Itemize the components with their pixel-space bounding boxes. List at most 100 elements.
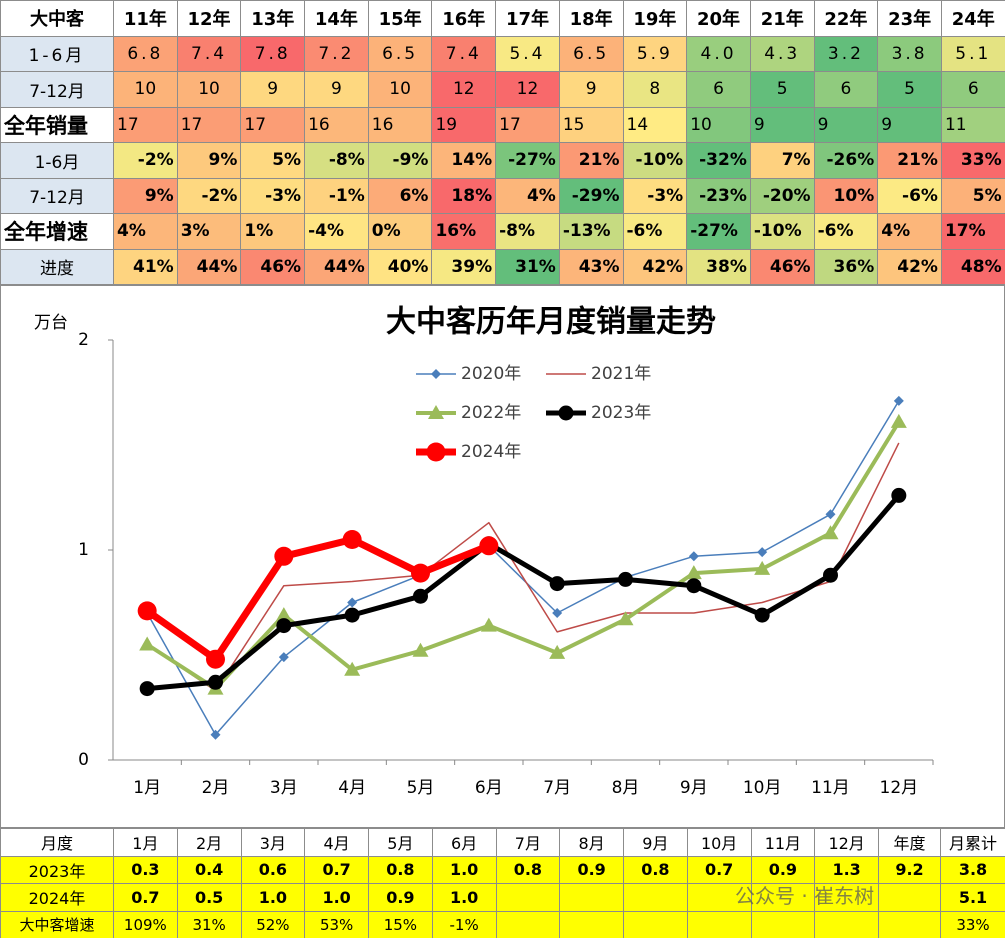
table-row: 全年增速 4% 3% 1% -4% 0% 16% -8% -13% -6% -27% -10% -6% 4…	[0, 213, 1005, 250]
table-cell	[559, 910, 624, 938]
legend-marker	[558, 405, 574, 421]
data-point	[549, 576, 565, 592]
legend-label: 2021年	[591, 364, 651, 384]
data-point	[688, 551, 699, 562]
table-cell: 109%	[113, 910, 178, 938]
heat-cell: 4%	[877, 213, 942, 250]
heat-cell: -10%	[622, 142, 688, 179]
chart-panel: 大中客历年月度销量走势 万台 0 1 2 1月 2月 3月 4月 5月 6月 7月 8月 9月 10月 1…	[0, 285, 1005, 828]
data-point	[137, 601, 157, 621]
heat-cell: -3%	[240, 177, 306, 214]
table-cell: -1%	[431, 910, 497, 938]
table-cell: 0.9	[559, 855, 624, 884]
data-point	[206, 649, 225, 669]
heat-cell: 21%	[558, 142, 624, 179]
data-point	[411, 563, 430, 583]
table-cell: 0.9	[368, 883, 433, 912]
heat-cell: 42%	[877, 248, 942, 285]
row-label: 2023年	[0, 855, 114, 884]
table-cell: 0.3	[113, 855, 178, 884]
heat-cell: -2%	[113, 142, 178, 179]
header-cell: 月度	[0, 828, 114, 857]
data-point	[139, 636, 156, 651]
heat-cell: 19	[431, 106, 497, 143]
data-point	[823, 567, 838, 583]
heat-cell: 40%	[367, 248, 433, 285]
header-cell: 4月	[304, 828, 369, 857]
heat-cell: -2%	[176, 177, 242, 214]
table-cell: 5.1	[940, 883, 1005, 912]
heat-cell: 17	[495, 106, 560, 143]
legend-label: 2020年	[461, 364, 521, 384]
heat-cell: 5.1	[940, 35, 1005, 72]
table-cell: 31%	[176, 910, 242, 938]
heat-cell: 9	[813, 106, 879, 143]
heat-cell: 5%	[240, 142, 306, 179]
heat-cell: -26%	[813, 142, 879, 179]
heat-cell: 5%	[940, 177, 1005, 214]
heat-cell: 10%	[813, 177, 879, 214]
table-cell: 1.0	[431, 855, 497, 884]
table-row: 1-6月 -2% 9% 5% -8% -9% 14% -27% 21% -10% -32% 7% -26…	[0, 142, 1005, 179]
table-cell: 33%	[940, 910, 1005, 938]
heat-cell: 3.8	[877, 35, 942, 72]
table-cell	[814, 910, 879, 938]
heat-cell: 16%	[431, 213, 497, 250]
data-point	[685, 565, 702, 580]
data-point	[479, 536, 499, 556]
heat-cell: 18%	[431, 177, 497, 214]
x-tick-label: 9月	[680, 778, 708, 798]
data-point	[757, 547, 768, 558]
heat-cell: 6	[813, 71, 879, 108]
header-cell: 11月	[750, 828, 816, 857]
header-cell: 1月	[113, 828, 178, 857]
table-row: 7-12月 10 10 9 9 10 12 12 9 8 6 5 6 5 6	[0, 71, 1005, 108]
data-point	[344, 661, 361, 676]
header-row: 大中客 11年 12年 13年 14年 15年 16年 17年 18年 19年 20年 21年 22年 2…	[0, 0, 1005, 37]
data-point	[276, 618, 292, 634]
heat-cell: 17%	[940, 213, 1005, 250]
heat-cell: 10	[113, 71, 178, 108]
heat-cell: 3%	[176, 213, 242, 250]
heat-cell: 4%	[495, 177, 560, 214]
legend-marker	[426, 442, 446, 462]
header-cell: 12月	[814, 828, 879, 857]
table-cell: 1.0	[240, 883, 306, 912]
heat-cell: -8%	[304, 142, 369, 179]
heat-cell: 6	[686, 71, 751, 108]
heat-cell: 12	[431, 71, 497, 108]
data-point	[825, 509, 836, 520]
heat-cell: -1%	[304, 177, 369, 214]
table-cell: 9.2	[878, 855, 941, 884]
heat-cell: 33%	[940, 142, 1005, 179]
chart-title: 大中客历年月度销量走势	[386, 305, 716, 340]
heat-cell: 4.0	[686, 35, 751, 72]
heat-cell: -9%	[367, 142, 433, 179]
row-label: 2024年	[0, 883, 114, 912]
header-cell: 6月	[431, 828, 497, 857]
header-cell: 20年	[686, 0, 751, 37]
header-cell: 15年	[367, 0, 433, 37]
legend-marker	[428, 405, 444, 419]
table-row: 2024年 0.7 0.5 1.0 1.0 0.9 1.0 5.1	[0, 883, 1005, 912]
row-label: 大中客增速	[0, 910, 114, 938]
data-point	[278, 652, 289, 663]
legend-marker	[431, 369, 441, 379]
heat-cell: -6%	[877, 177, 942, 214]
header-cell: 月累计	[940, 828, 1005, 857]
heat-cell: 4.3	[749, 35, 815, 72]
heat-cell: 0%	[367, 213, 433, 250]
table-cell	[750, 910, 816, 938]
heat-cell: -23%	[686, 177, 751, 214]
x-tick-label: 7月	[543, 778, 571, 798]
data-point	[210, 729, 221, 740]
x-tick-label: 12月	[880, 778, 919, 798]
y-tick-label: 1	[78, 540, 89, 560]
table-cell: 0.4	[176, 855, 242, 884]
table-cell: 52%	[240, 910, 306, 938]
header-cell: 18年	[558, 0, 624, 37]
heat-cell: 15	[558, 106, 624, 143]
x-tick-label: 10月	[743, 778, 782, 798]
chart: 大中客历年月度销量走势 万台 0 1 2 1月 2月 3月 4月 5月 6月 7月 8月 9月 10月 1…	[34, 305, 934, 798]
series-line	[146, 400, 900, 736]
